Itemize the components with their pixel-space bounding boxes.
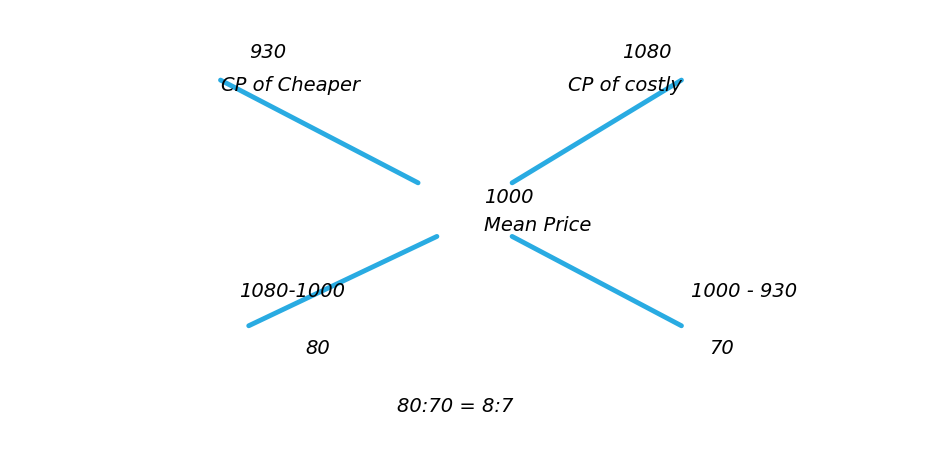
Text: 1000 - 930: 1000 - 930 — [691, 282, 797, 301]
Text: 1000: 1000 — [484, 188, 533, 207]
Text: 930: 930 — [249, 43, 286, 62]
Text: 1080: 1080 — [623, 43, 672, 62]
Text: 80: 80 — [306, 339, 330, 358]
Text: CP of Cheaper: CP of Cheaper — [220, 76, 360, 95]
Text: 1080-1000: 1080-1000 — [239, 282, 345, 301]
Text: 80:70 = 8:7: 80:70 = 8:7 — [398, 397, 513, 416]
Text: Mean Price: Mean Price — [484, 216, 591, 235]
Text: CP of costly: CP of costly — [568, 76, 681, 95]
Text: 70: 70 — [710, 339, 735, 358]
